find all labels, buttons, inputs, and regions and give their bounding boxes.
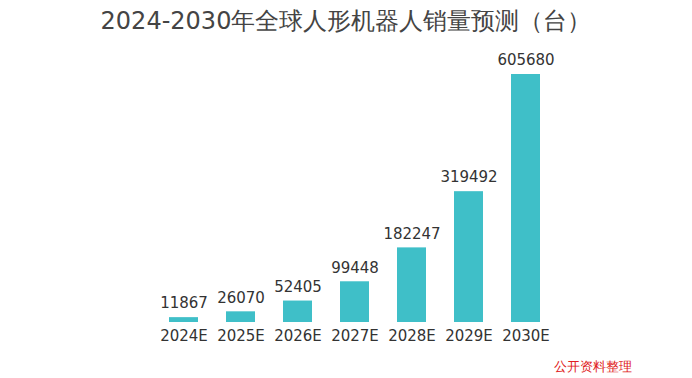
svg-text:605680: 605680	[497, 51, 554, 69]
svg-text:99448: 99448	[331, 259, 379, 277]
svg-text:182247: 182247	[383, 225, 440, 243]
svg-text:2027E: 2027E	[331, 327, 379, 345]
svg-text:2028E: 2028E	[388, 327, 436, 345]
svg-text:2029E: 2029E	[445, 327, 493, 345]
svg-text:2026E: 2026E	[274, 327, 322, 345]
html-text:公开资料整理: 公开资料整理	[554, 359, 632, 374]
svg-text:2024E: 2024E	[160, 327, 208, 345]
svg-text:2030E: 2030E	[502, 327, 550, 345]
html-text:2024-2030年全球人形机器人销量预测（台）: 2024-2030年全球人形机器人销量预测（台）	[100, 7, 592, 35]
svg-text:26070: 26070	[217, 289, 265, 307]
svg-text:2025E: 2025E	[217, 327, 265, 345]
svg-text:11867: 11867	[160, 294, 208, 312]
svg-text:52405: 52405	[274, 278, 322, 296]
svg-text:319492: 319492	[440, 168, 497, 186]
